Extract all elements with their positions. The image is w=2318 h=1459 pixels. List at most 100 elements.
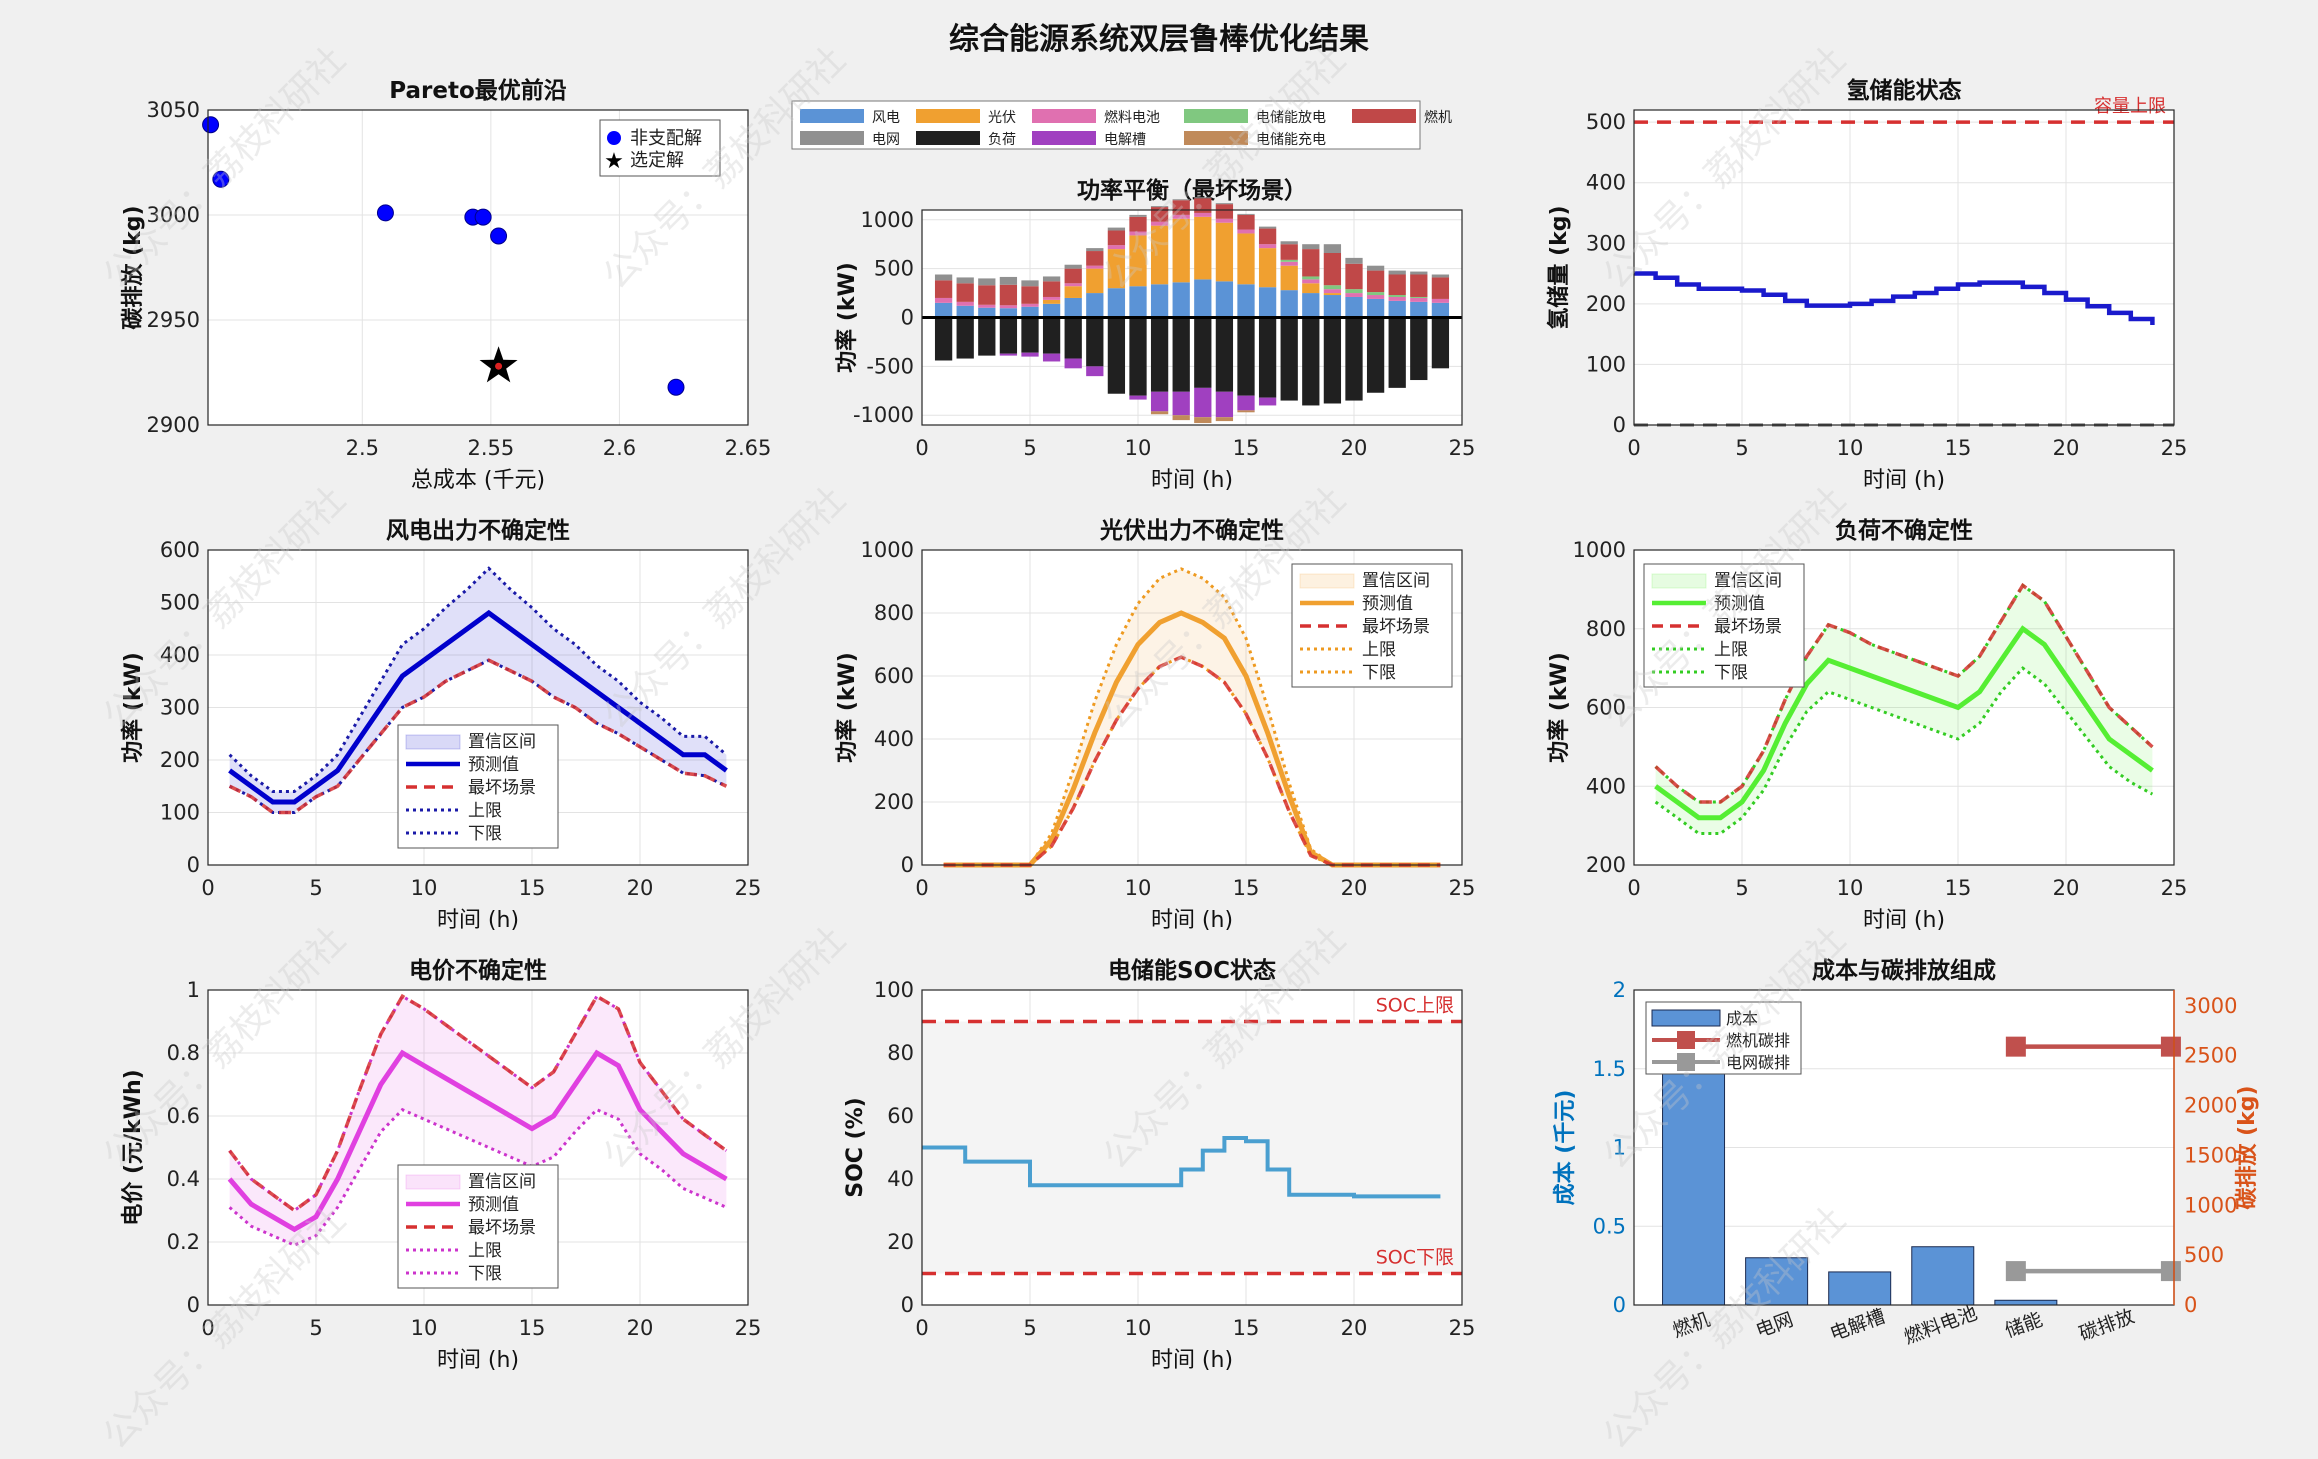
power-bar-es_dis xyxy=(1410,296,1428,298)
x-tick-label: 25 xyxy=(735,1316,762,1340)
power-bar-grid xyxy=(1129,214,1147,217)
x-tick-label: 15 xyxy=(1945,876,1972,900)
x-tick-label: 2.5 xyxy=(346,436,379,460)
power-bar-es_ch xyxy=(1172,415,1190,421)
power-bar-es_ch xyxy=(1237,410,1255,413)
worst-case-line xyxy=(228,993,728,1213)
y-tick-label: 200 xyxy=(1586,292,1626,316)
power-bar-wind xyxy=(1042,303,1061,318)
power-bar-wind xyxy=(1345,296,1363,318)
power-bar-chp xyxy=(1237,214,1255,230)
power-bar-fc xyxy=(956,301,974,306)
category-label: 碳排放 xyxy=(2076,1305,2137,1345)
confidence-band xyxy=(229,568,727,813)
y-tick-label: 1 xyxy=(1613,1136,1626,1160)
x-tick-label: 15 xyxy=(519,1316,546,1340)
x-tick-label: 20 xyxy=(1341,1316,1368,1340)
power-bar-grid xyxy=(1086,248,1104,252)
y-tick-label: -500 xyxy=(866,354,914,378)
legend-label: 电解槽 xyxy=(1104,132,1146,148)
power-bar-chp xyxy=(978,285,996,305)
power-bar-es_dis xyxy=(1280,259,1298,262)
y-tick-label: 300 xyxy=(160,696,200,720)
x-tick-label: 5 xyxy=(309,1316,322,1340)
emission-marker xyxy=(2160,1261,2181,1282)
y-tick-label: 800 xyxy=(1586,617,1626,641)
y-axis-label: 功率 (kW) xyxy=(834,262,860,373)
y-tick-label: 500 xyxy=(874,257,914,281)
plot-border xyxy=(207,109,749,426)
y-tick-label: 600 xyxy=(1586,696,1626,720)
power-bar-chp xyxy=(956,283,974,302)
power-bar-load xyxy=(1064,317,1082,359)
power-bar-pv xyxy=(1194,216,1212,280)
worst-case-line xyxy=(1654,582,2154,804)
power-bar-es_dis xyxy=(1323,285,1342,290)
power-bar-grid xyxy=(1150,206,1169,208)
y-axis-label: 功率 (kW) xyxy=(834,652,860,763)
y-tick-label: 600 xyxy=(874,664,914,688)
y-tick-label: 0 xyxy=(901,1293,914,1317)
y-right-tick-label: 1500 xyxy=(2184,1143,2237,1167)
power-bar-fc xyxy=(1431,298,1450,303)
legend-swatch xyxy=(1184,109,1248,123)
x-tick-label: 25 xyxy=(1449,436,1476,460)
power-bar-grid xyxy=(1172,199,1190,201)
x-tick-label: 10 xyxy=(1837,876,1864,900)
power-bar-load xyxy=(1150,317,1169,392)
power-bar-elz xyxy=(1194,387,1212,418)
power-bar-chp xyxy=(1107,230,1126,246)
power-bar-grid xyxy=(1237,213,1255,215)
power-bar-elz xyxy=(1150,391,1169,412)
legend-swatch xyxy=(1032,131,1096,145)
y-right-tick-label: 1000 xyxy=(2184,1193,2237,1217)
legend-swatch xyxy=(1352,109,1416,123)
power-bar-load xyxy=(1431,317,1450,369)
power-bar-fc xyxy=(1107,245,1126,250)
power-bar-fc xyxy=(1021,303,1039,307)
category-label: 燃机 xyxy=(1670,1309,1713,1343)
legend-label: 电网碳排 xyxy=(1726,1053,1790,1072)
legend-label: 置信区间 xyxy=(468,732,536,752)
x-tick-label: 25 xyxy=(1449,1316,1476,1340)
power-bar-elz xyxy=(1042,353,1061,362)
power-bar-grid xyxy=(1064,264,1082,269)
y-tick-label: 0.2 xyxy=(167,1230,200,1254)
chart-price: 电价不确定性 0 5 10 15 20 25 0 0.2 0.4 0.6 0.8 1 时间 (h) 电价 (… xyxy=(121,957,761,1373)
legend-swatch xyxy=(1677,1031,1695,1049)
power-bar-chp xyxy=(1086,251,1104,266)
power-bar-fc xyxy=(1042,296,1061,300)
legend-label: 上限 xyxy=(468,801,502,821)
upper-bound-line xyxy=(228,566,728,793)
y-right-tick-label: 2500 xyxy=(2184,1044,2237,1068)
power-bar-load xyxy=(1388,317,1406,388)
confidence-band xyxy=(943,568,1441,865)
power-bar-load xyxy=(1172,317,1190,392)
pareto-point xyxy=(376,204,394,222)
legend-label: 燃机 xyxy=(1424,109,1452,126)
y-tick-label: 0 xyxy=(901,853,914,877)
power-legend xyxy=(791,100,1421,150)
selected-solution-marker xyxy=(495,362,503,370)
x-tick-label: 0 xyxy=(201,876,214,900)
legend-label: 上限 xyxy=(1714,640,1748,660)
power-bar-fc xyxy=(1172,214,1190,219)
power-bar-wind xyxy=(1194,279,1212,318)
power-bar-pv xyxy=(1172,218,1190,283)
legend-label: 最坏场景 xyxy=(1714,617,1782,637)
x-tick-label: 0 xyxy=(1627,436,1640,460)
power-bar-wind xyxy=(1107,288,1126,318)
power-bar-elz xyxy=(1021,352,1039,357)
power-bar-chp xyxy=(1302,249,1320,277)
power-bar-load xyxy=(1215,317,1234,392)
x-tick-label: 20 xyxy=(2053,436,2080,460)
y-tick-label: 0.5 xyxy=(1593,1214,1626,1238)
pareto-point xyxy=(202,116,220,134)
power-bar-grid xyxy=(1410,271,1428,275)
power-bar-chp xyxy=(934,280,953,298)
y-tick-label: 3050 xyxy=(147,98,200,122)
category-label: 储能 xyxy=(2002,1309,2045,1343)
power-bar-fc xyxy=(1302,279,1320,284)
power-bar-chp xyxy=(1366,270,1385,293)
y-tick-label: 400 xyxy=(160,643,200,667)
